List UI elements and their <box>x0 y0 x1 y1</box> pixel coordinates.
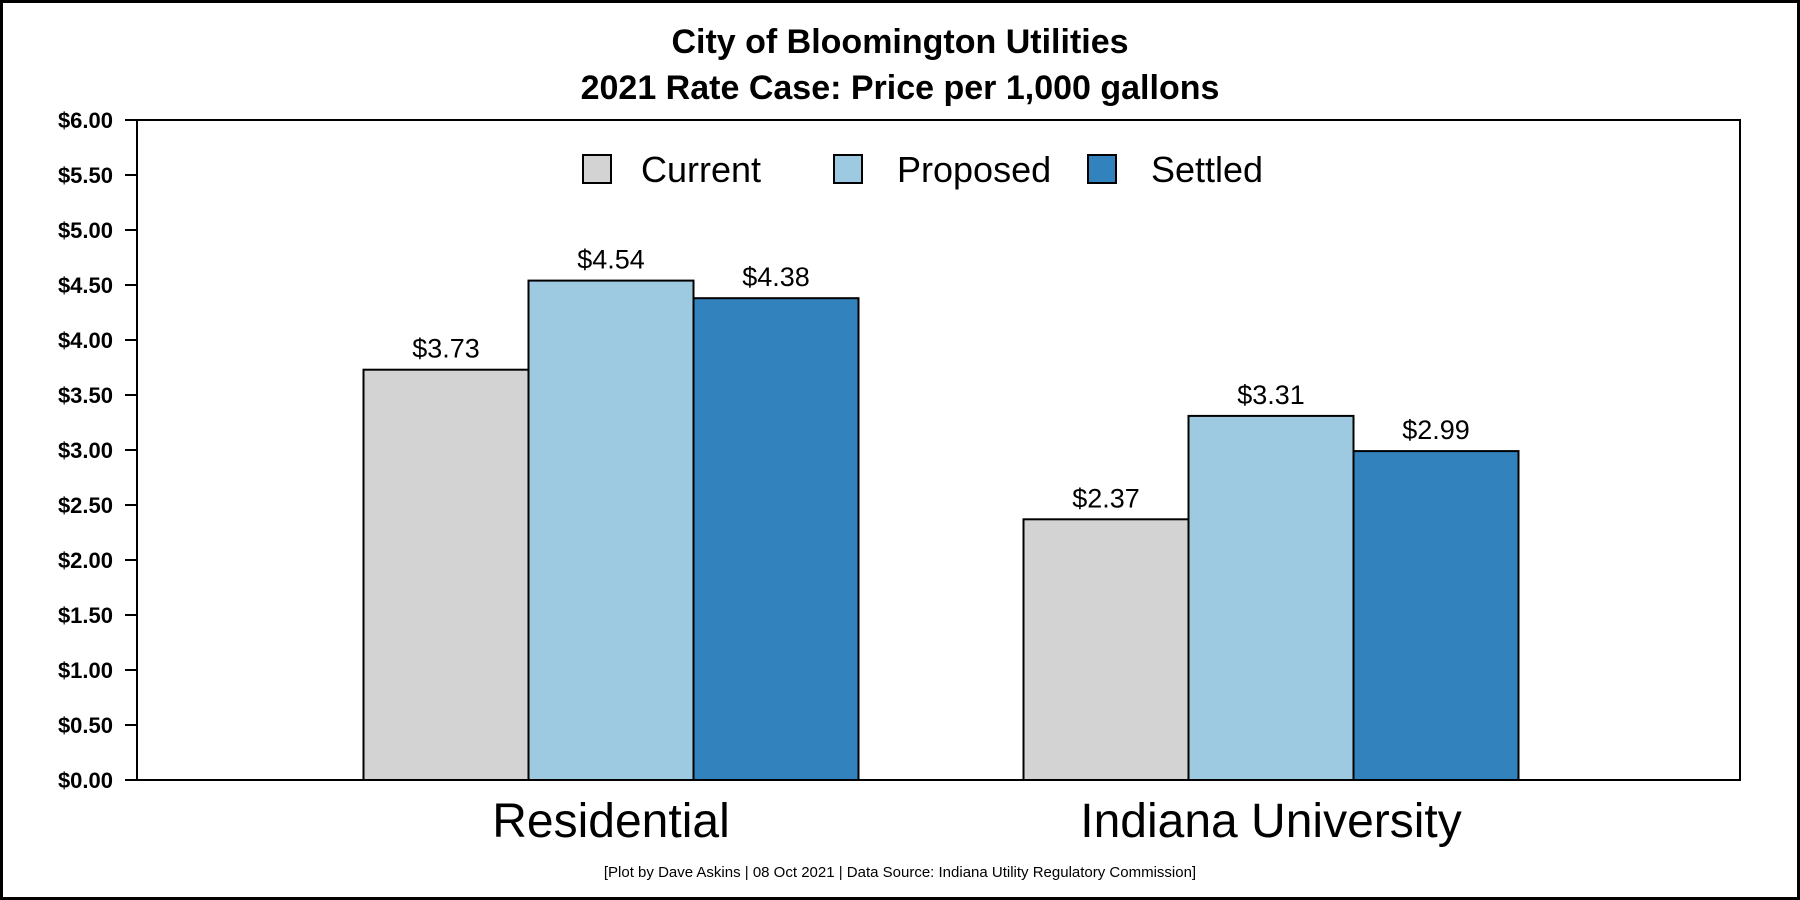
bar-value-label: $4.54 <box>577 245 645 275</box>
bar <box>1352 450 1520 781</box>
legend-swatch <box>582 154 612 184</box>
legend-swatch <box>1087 154 1117 184</box>
bar-value-label: $2.99 <box>1402 415 1470 445</box>
chart-caption: [Plot by Dave Askins | 08 Oct 2021 | Dat… <box>604 864 1196 881</box>
legend-label: Current <box>641 149 761 190</box>
bar-chart: City of Bloomington Utilities 2021 Rate … <box>58 23 1741 881</box>
legend-label: Settled <box>1151 149 1263 190</box>
y-tick-label: $0.50 <box>58 713 113 738</box>
x-category-label: Residential <box>492 795 729 848</box>
y-tick-label: $3.00 <box>58 438 113 463</box>
plot-area: $0.00 $0.50 $1.00 $1.50 $2.00 $2.50 $3.00 $3.50… <box>58 108 1741 848</box>
y-tick-label: $5.50 <box>58 163 113 188</box>
y-tick-label: $2.00 <box>58 548 113 573</box>
bar <box>1187 414 1355 781</box>
chart-subtitle: 2021 Rate Case: Price per 1,000 gallons <box>581 69 1220 107</box>
y-tick-label: $1.00 <box>58 658 113 683</box>
y-tick-label: $5.00 <box>58 218 113 243</box>
bar <box>527 279 695 781</box>
chart-title: City of Bloomington Utilities <box>671 23 1128 61</box>
bar <box>692 297 860 781</box>
bar-value-label: $4.38 <box>742 262 810 292</box>
y-tick-label: $6.00 <box>58 108 113 133</box>
y-tick-label: $2.50 <box>58 493 113 518</box>
bar <box>362 368 530 781</box>
bar-value-label: $3.73 <box>412 334 480 364</box>
y-tick-label: $4.50 <box>58 273 113 298</box>
y-tick-label: $1.50 <box>58 603 113 628</box>
legend-swatch <box>833 154 863 184</box>
x-category-label: Indiana University <box>1080 795 1462 848</box>
legend-label: Proposed <box>897 149 1051 190</box>
y-tick-label: $4.00 <box>58 328 113 353</box>
bar-value-label: $3.31 <box>1237 380 1305 410</box>
bar-value-label: $2.37 <box>1072 483 1140 513</box>
y-tick-label: $0.00 <box>58 768 113 793</box>
y-tick-label: $3.50 <box>58 383 113 408</box>
bar <box>1022 518 1190 781</box>
